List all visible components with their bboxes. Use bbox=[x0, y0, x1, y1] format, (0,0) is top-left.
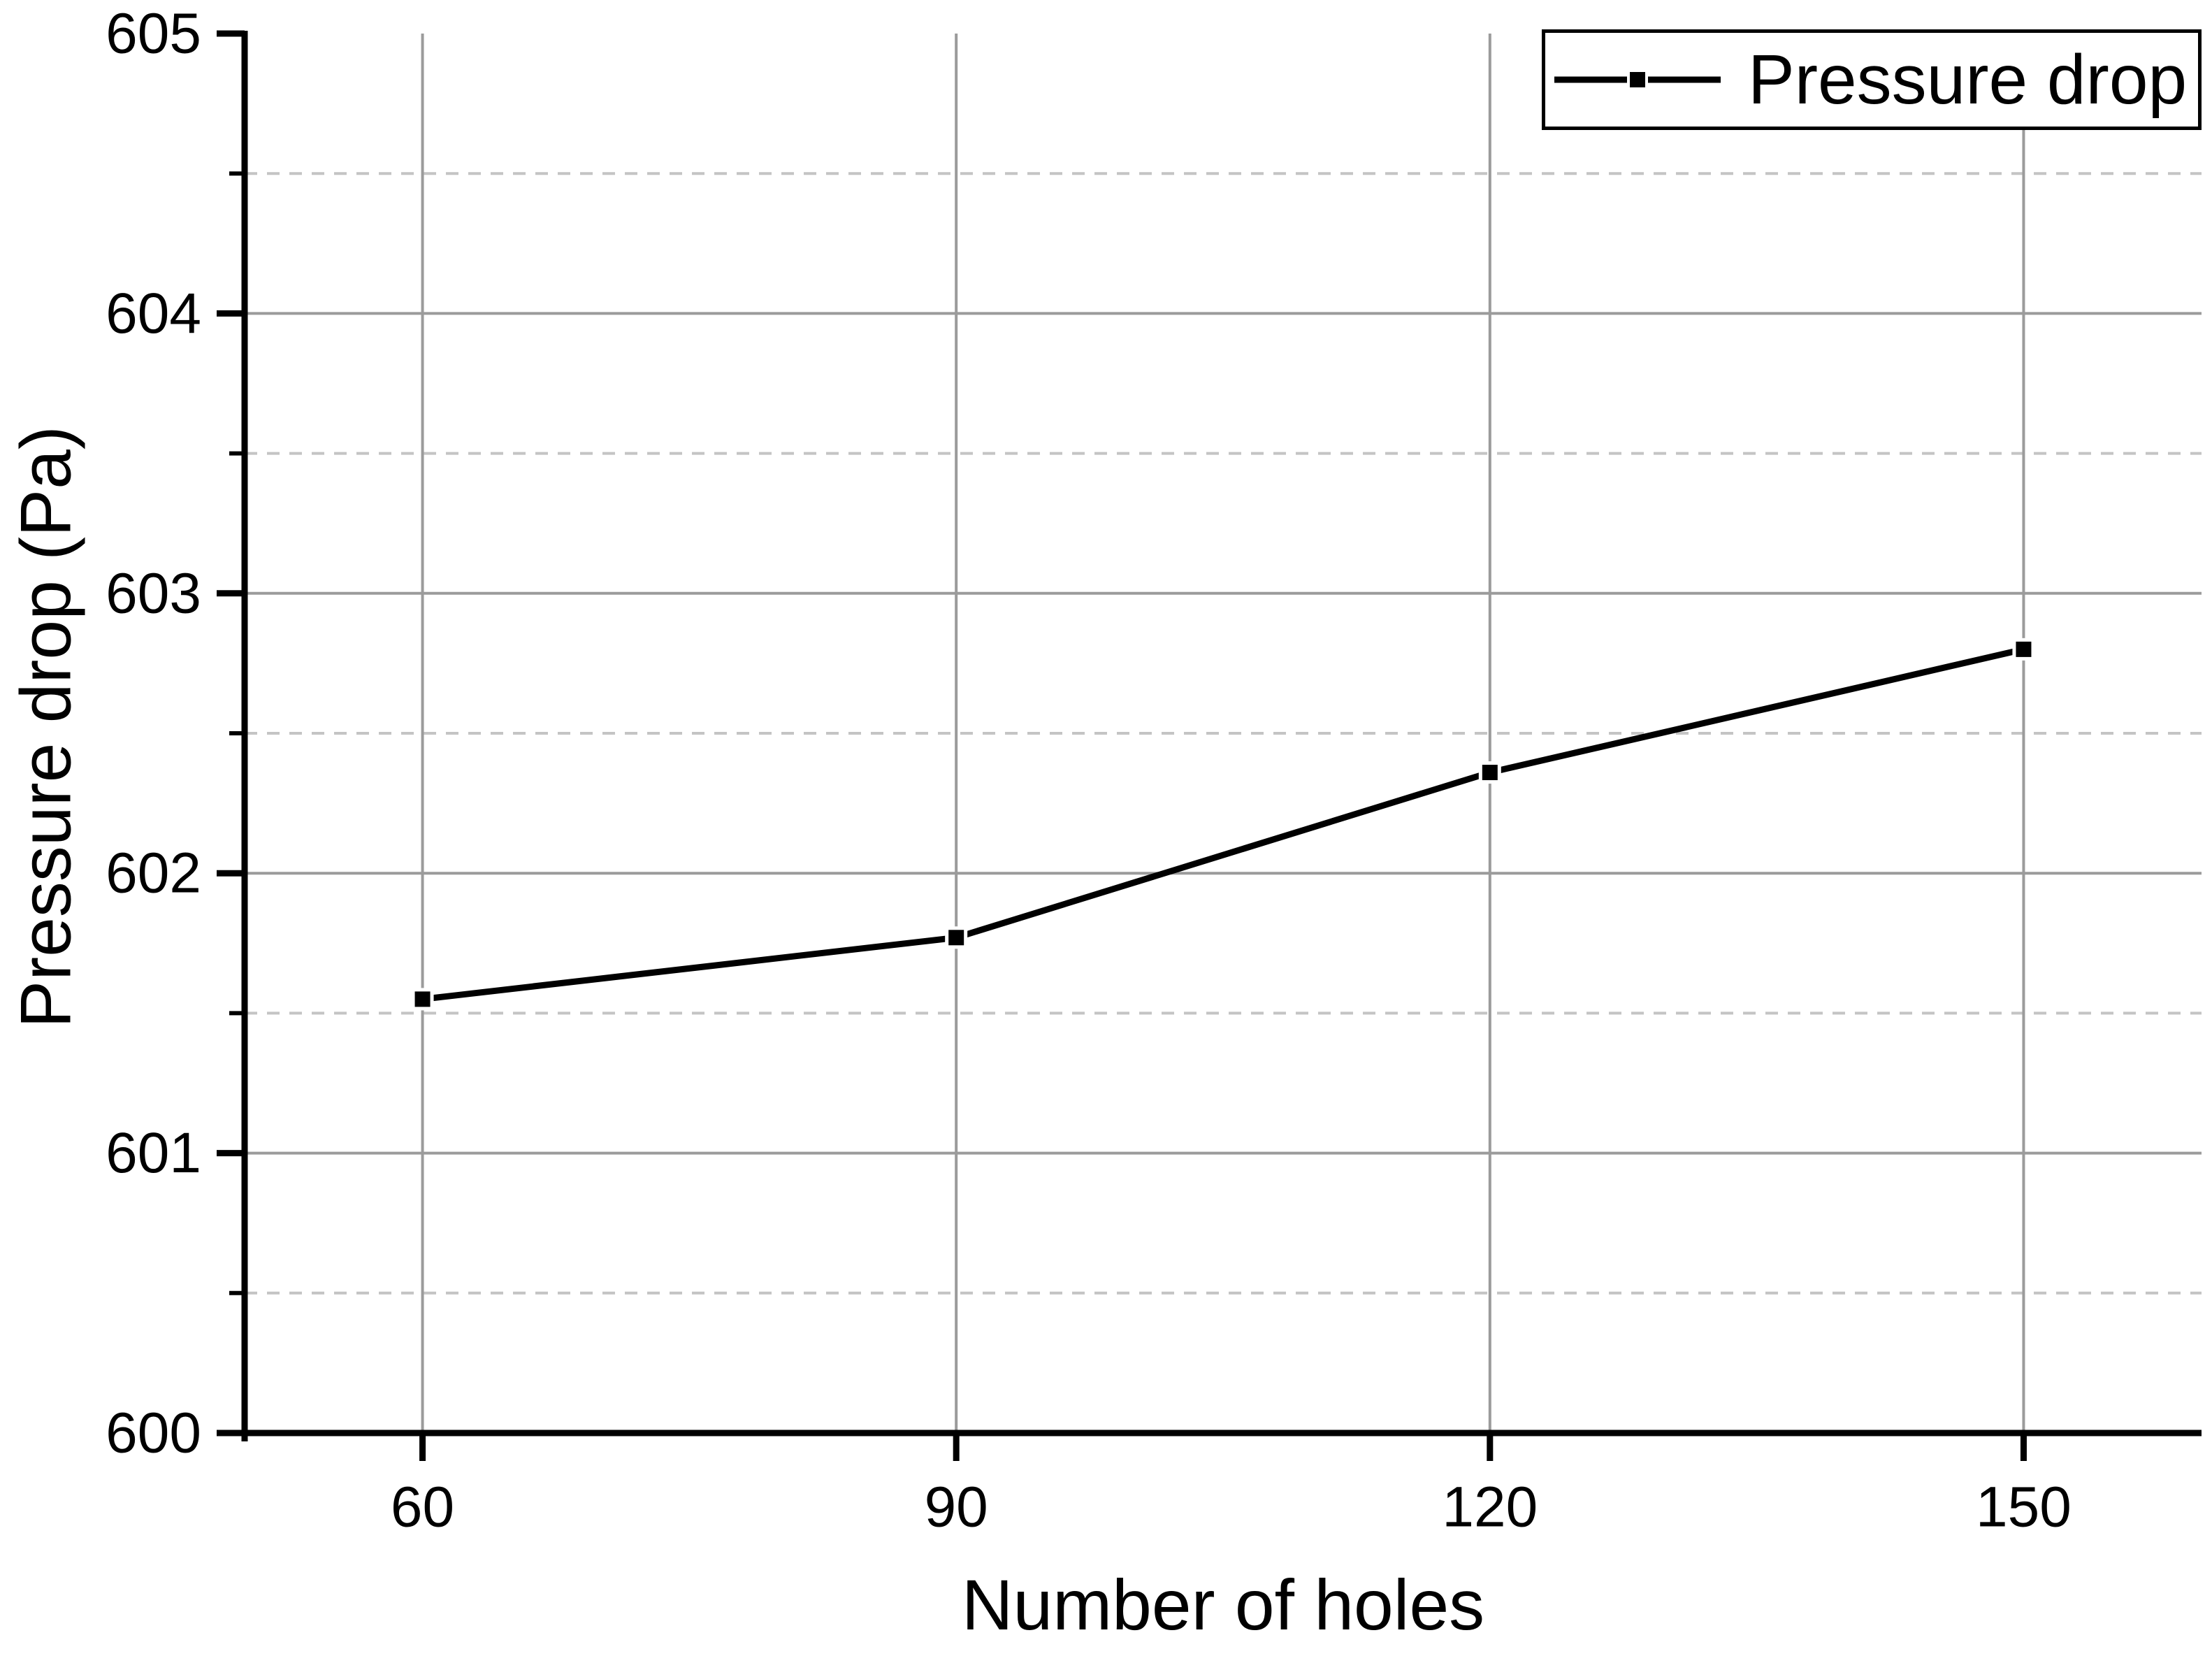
x-tick-label: 60 bbox=[391, 1476, 454, 1539]
legend: Pressure drop bbox=[1542, 29, 2202, 130]
y-tick-label: 604 bbox=[106, 282, 201, 345]
data-point-marker bbox=[1478, 761, 1501, 784]
data-point-marker bbox=[2012, 638, 2035, 661]
legend-label: Pressure drop bbox=[1748, 41, 2188, 119]
x-tick-label: 120 bbox=[1442, 1476, 1538, 1539]
data-point-marker bbox=[411, 988, 434, 1011]
y-tick-label: 603 bbox=[106, 561, 201, 625]
x-axis-title: Number of holes bbox=[961, 1565, 1485, 1645]
y-tick-label: 601 bbox=[106, 1121, 201, 1185]
data-point-marker bbox=[945, 926, 968, 949]
y-axis-title: Pressure drop (Pa) bbox=[6, 426, 86, 1028]
x-tick-label: 150 bbox=[1976, 1476, 2072, 1539]
y-tick-label: 602 bbox=[106, 842, 201, 905]
y-tick-label: 600 bbox=[106, 1402, 201, 1465]
legend-sample-marker bbox=[1627, 69, 1648, 90]
series-line bbox=[422, 646, 2025, 1002]
y-tick-label: 605 bbox=[106, 2, 201, 66]
x-tick-label: 90 bbox=[925, 1476, 988, 1539]
legend-line-marker-sample bbox=[1554, 69, 1721, 90]
